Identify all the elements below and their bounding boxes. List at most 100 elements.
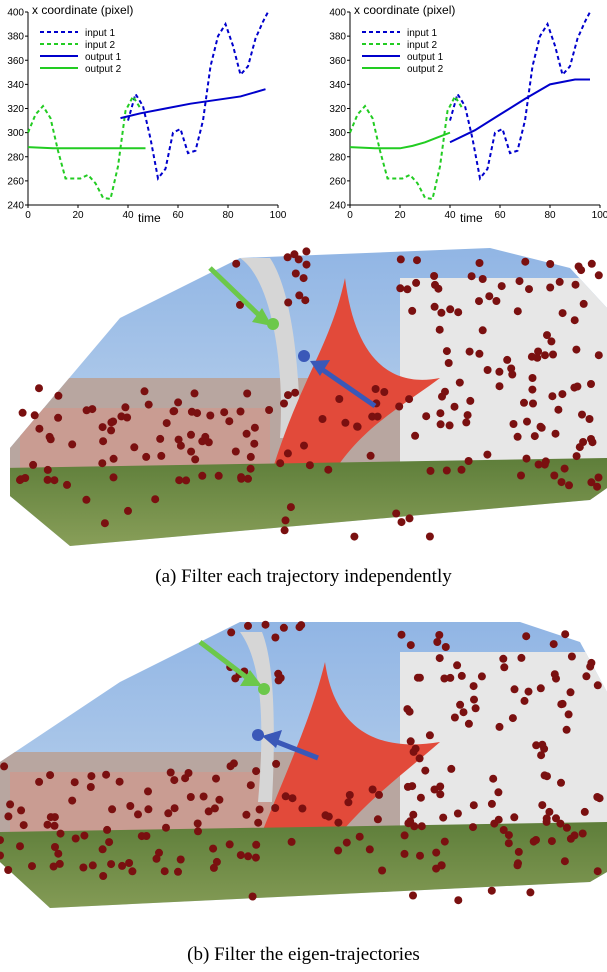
chart-independent: 240 260 280 300 320 340 360 380 400 0 20 40 60 80 100 x… (0, 0, 286, 225)
feature-point (422, 412, 431, 421)
feature-point (453, 809, 462, 818)
feature-point (98, 459, 107, 468)
feature-point (454, 896, 463, 905)
feature-point (142, 832, 151, 840)
feature-point (279, 623, 288, 632)
feature-point (572, 345, 581, 354)
feature-point (556, 819, 565, 828)
feature-point (109, 454, 118, 463)
feature-point (409, 810, 418, 819)
blue-track-point (252, 729, 264, 741)
feature-point (46, 771, 55, 780)
feature-point (416, 793, 425, 802)
feature-point (286, 503, 295, 512)
y-tick-label: 280 (329, 152, 346, 163)
feature-point (43, 820, 52, 829)
feature-point (300, 441, 308, 450)
feature-point (570, 383, 579, 392)
feature-point (495, 367, 504, 376)
feature-point (210, 804, 219, 813)
feature-point (560, 464, 569, 473)
feature-point (475, 349, 484, 358)
feature-point (100, 519, 109, 528)
feature-point (494, 815, 503, 824)
feature-point (456, 700, 465, 709)
feature-point (571, 280, 580, 289)
feature-point (68, 440, 77, 449)
series-line-output-2 (349, 131, 451, 150)
y-tick-label: 280 (7, 152, 24, 163)
feature-point (199, 792, 208, 801)
feature-point (430, 302, 439, 311)
feature-point (415, 754, 424, 763)
feature-point (436, 420, 445, 429)
feature-point (107, 860, 116, 869)
feature-point (586, 662, 595, 671)
feature-point (435, 631, 444, 639)
feature-point (164, 809, 173, 818)
feature-point (280, 526, 289, 535)
feature-point (99, 437, 108, 446)
feature-point (507, 364, 516, 373)
y-tick-label: 300 (7, 128, 24, 139)
feature-point (495, 722, 504, 731)
feature-point (541, 457, 550, 466)
feature-point (107, 426, 116, 435)
feature-point (144, 400, 153, 409)
y-tick-label: 340 (7, 80, 24, 91)
feature-point (521, 257, 530, 266)
feature-point (299, 274, 308, 283)
feature-point (214, 471, 223, 480)
feature-point (549, 640, 558, 649)
feature-point (508, 714, 517, 723)
feature-point (483, 366, 492, 374)
feature-point (4, 866, 13, 874)
y-tick-label: 320 (7, 104, 24, 115)
feature-point (475, 297, 483, 306)
feature-point (538, 801, 547, 810)
feature-point (115, 777, 124, 786)
feature-point (459, 708, 468, 717)
feature-point (529, 399, 537, 408)
feature-point (162, 419, 171, 428)
feature-point (436, 790, 445, 799)
feature-point (353, 422, 362, 431)
feature-point (271, 633, 280, 642)
feature-point (341, 418, 350, 427)
feature-point (243, 389, 252, 398)
feature-point (457, 465, 466, 474)
feature-point (236, 851, 245, 860)
feature-point (194, 827, 202, 836)
feature-point (176, 855, 185, 864)
feature-point (413, 673, 422, 682)
feature-point (35, 384, 43, 393)
feature-point (255, 805, 264, 814)
feature-points-a (16, 247, 603, 541)
feature-point (549, 350, 557, 359)
feature-point (109, 473, 118, 482)
feature-point (510, 813, 519, 822)
feature-point (54, 849, 63, 858)
feature-point (447, 764, 456, 773)
x-axis-label: time (460, 211, 483, 225)
feature-point (446, 673, 455, 682)
feature-point (578, 410, 586, 419)
space-needle (240, 632, 274, 802)
feature-point (406, 737, 415, 746)
feature-point (156, 434, 165, 443)
feature-point (579, 299, 588, 308)
feature-point (440, 674, 449, 683)
feature-point (395, 402, 404, 411)
feature-point (403, 782, 412, 791)
feature-point (295, 291, 304, 300)
feature-point (442, 347, 451, 356)
feature-point (409, 747, 418, 756)
feature-point (152, 854, 161, 863)
feature-point (445, 421, 454, 430)
feature-point (499, 826, 508, 834)
feature-point (334, 846, 343, 855)
feature-point (469, 823, 477, 832)
photo-independent-filter (0, 238, 607, 555)
feature-point (242, 810, 251, 819)
feature-point (107, 418, 116, 427)
